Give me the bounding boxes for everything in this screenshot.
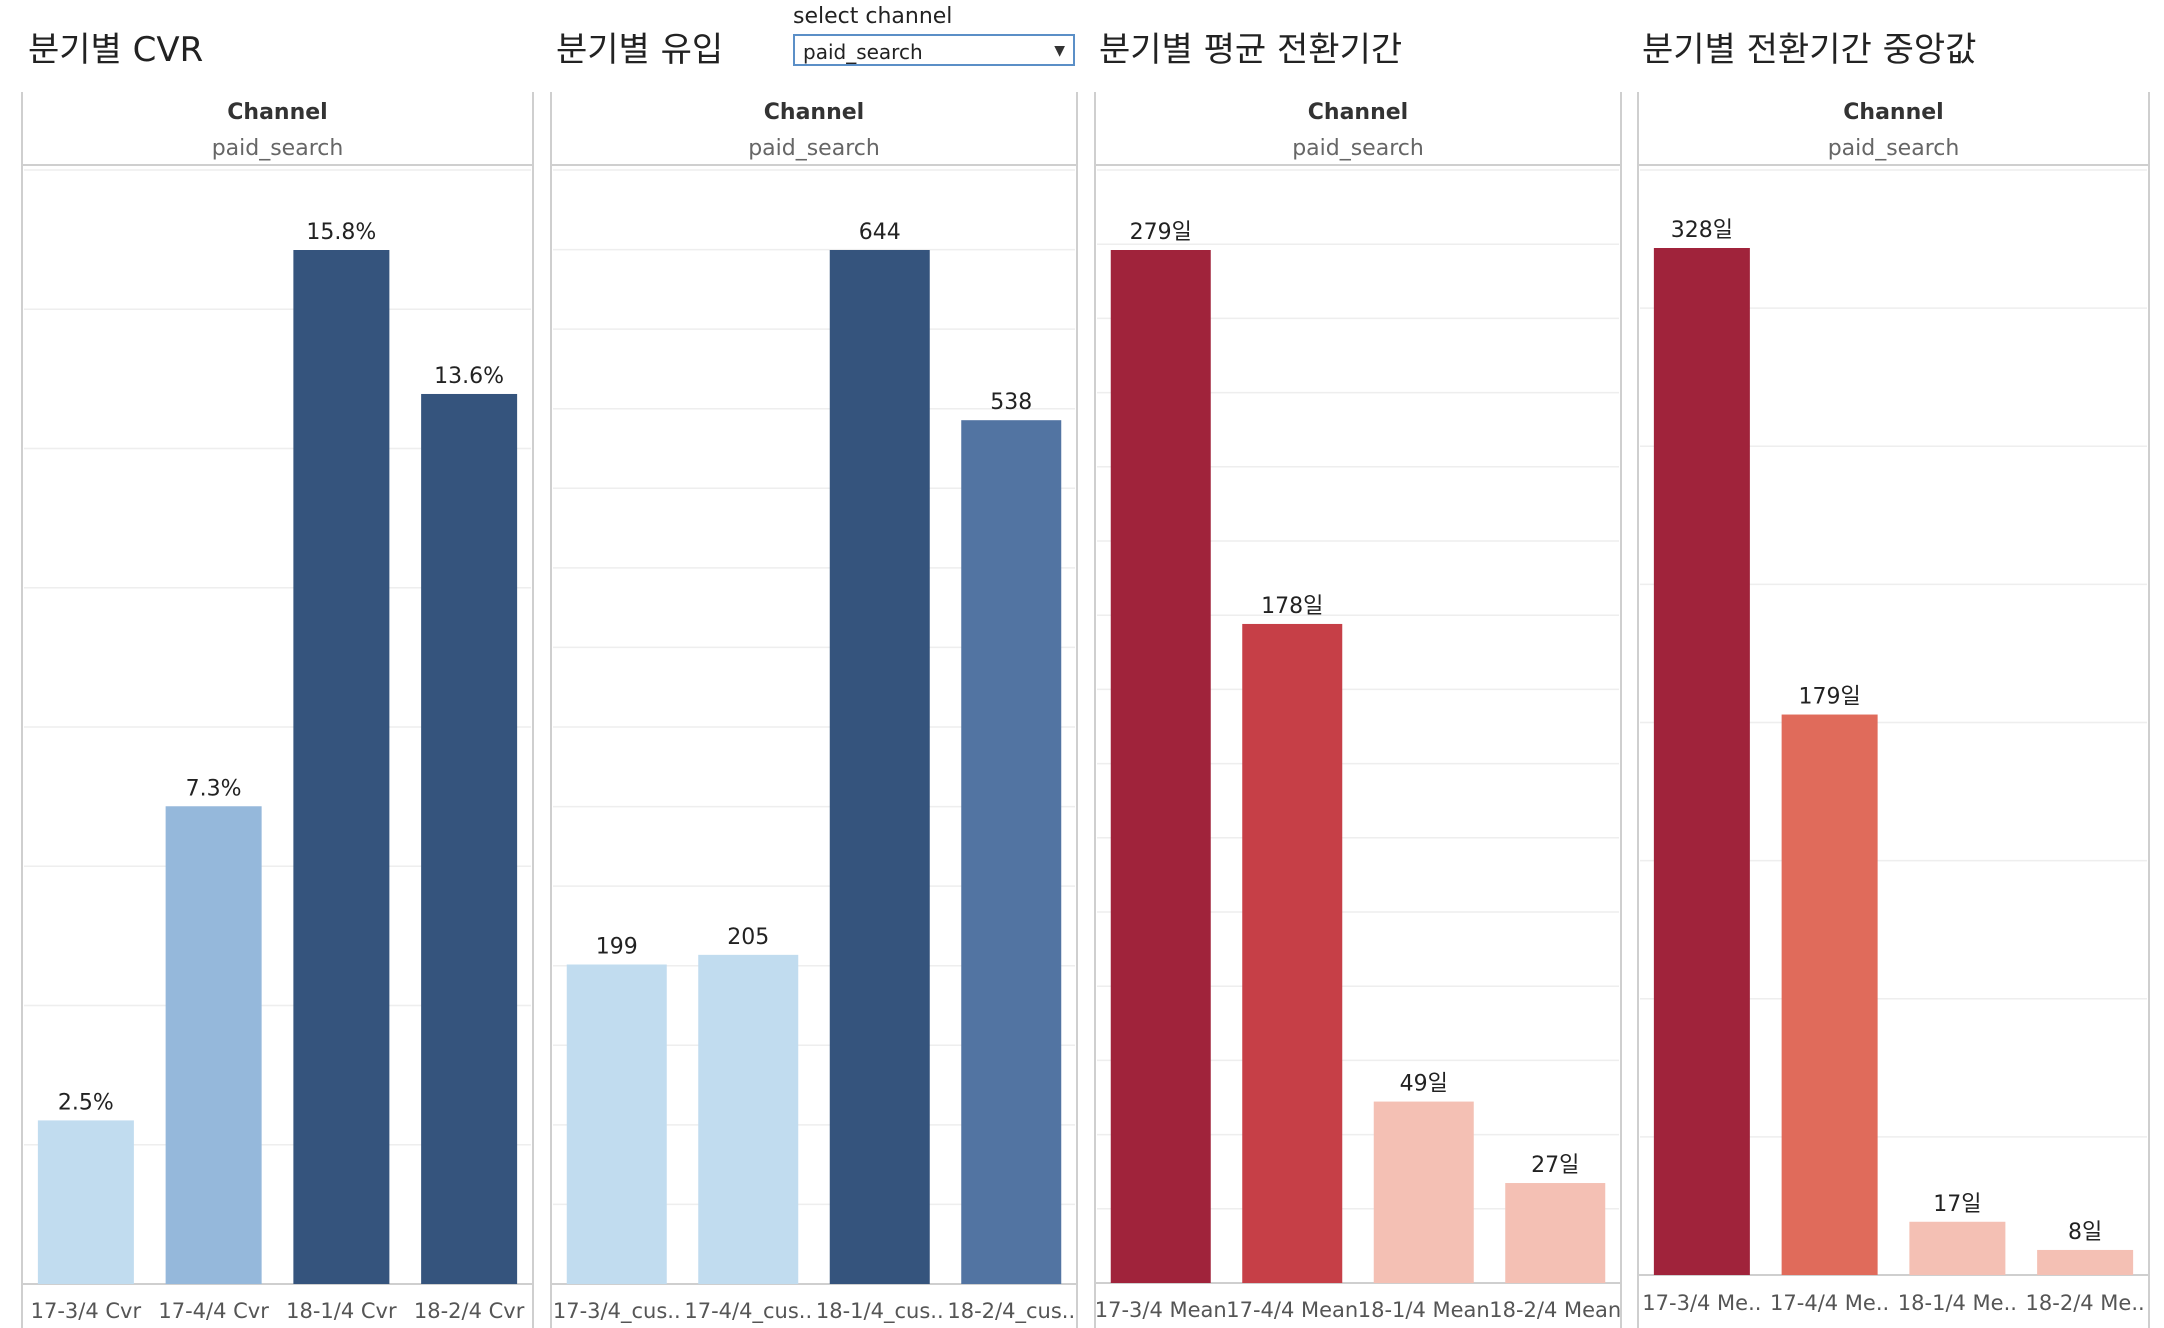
channel-header-label: Channel (1843, 100, 1943, 125)
data-label: 17일 (1933, 1192, 1981, 1217)
bar[interactable] (1242, 623, 1343, 1283)
bar[interactable] (829, 250, 930, 1284)
category-tick-label: 17-3/4 Cvr (31, 1299, 142, 1323)
bar[interactable] (566, 964, 667, 1284)
category-tick-label: 18-1/4_cus.. (816, 1299, 944, 1324)
category-tick-label: 18-2/4 Mean (1489, 1298, 1621, 1322)
bar-chart-2: Channel paid_search 279일 17-3/4 Mean 178일 17-… (1094, 92, 1622, 1328)
channel-header-value: paid_search (1828, 136, 1960, 161)
bar[interactable] (698, 954, 799, 1284)
bar-chart-0: Channel paid_search 2.5% 17-3/4 Cvr 7.3% 17-4… (21, 92, 534, 1328)
caret-down-icon[interactable]: ▼ (1054, 43, 1065, 59)
category-tick-label: 17-3/4 Me.. (1642, 1291, 1761, 1315)
data-label: 2.5% (58, 1090, 114, 1115)
bar-chart-3: Channel paid_search 328일 17-3/4 Me.. 179일 17-… (1637, 92, 2150, 1328)
data-label: 8일 (2068, 1220, 2102, 1245)
bar[interactable] (1653, 248, 1750, 1275)
category-tick-label: 18-1/4 Cvr (286, 1299, 397, 1323)
data-label: 279일 (1130, 220, 1192, 245)
category-tick-label: 17-4/4 Me.. (1770, 1291, 1889, 1315)
bar[interactable] (1373, 1101, 1474, 1283)
category-tick-label: 18-2/4 Cvr (414, 1299, 525, 1323)
data-label: 15.8% (306, 220, 376, 245)
data-label: 13.6% (434, 364, 504, 389)
category-tick-label: 18-1/4 Mean (1358, 1298, 1490, 1322)
channel-header-value: paid_search (748, 136, 880, 161)
data-label: 178일 (1261, 594, 1323, 619)
channel-filter-select[interactable]: paid_search ▼ (793, 34, 1075, 66)
data-label: 199 (596, 934, 638, 959)
data-label: 179일 (1799, 685, 1861, 710)
category-tick-label: 17-4/4_cus.. (684, 1299, 812, 1324)
category-tick-label: 17-3/4_cus.. (553, 1299, 681, 1324)
bar[interactable] (2037, 1249, 2134, 1275)
bar[interactable] (1909, 1221, 2006, 1275)
category-tick-label: 18-2/4 Me.. (2026, 1291, 2145, 1315)
bar[interactable] (1781, 714, 1878, 1275)
bar[interactable] (165, 806, 262, 1284)
channel-header-value: paid_search (212, 136, 344, 161)
channel-filter-label: select channel (793, 4, 953, 29)
chart-title-cvr: 분기별 CVR (28, 30, 204, 70)
category-tick-label: 17-3/4 Mean (1095, 1298, 1227, 1322)
category-tick-label: 17-4/4 Cvr (158, 1299, 269, 1323)
bar[interactable] (421, 393, 518, 1284)
category-tick-label: 17-4/4 Mean (1226, 1298, 1358, 1322)
chart-title-mean-conversion: 분기별 평균 전환기간 (1099, 30, 1403, 70)
channel-header-label: Channel (1308, 100, 1408, 125)
bar[interactable] (293, 250, 390, 1284)
data-label: 7.3% (186, 776, 242, 801)
data-label: 538 (990, 390, 1032, 415)
bar[interactable] (1505, 1183, 1606, 1283)
data-label: 328일 (1671, 218, 1733, 243)
channel-header-value: paid_search (1292, 136, 1424, 161)
data-label: 644 (859, 220, 901, 245)
bar[interactable] (1110, 250, 1211, 1283)
data-label: 49일 (1400, 1072, 1448, 1097)
bar[interactable] (37, 1120, 134, 1284)
category-tick-label: 18-2/4_cus.. (947, 1299, 1075, 1324)
channel-filter-value: paid_search (803, 40, 923, 64)
data-label: 27일 (1531, 1153, 1579, 1178)
bar-chart-1: Channel paid_search 199 17-3/4_cus.. 205 17-4… (550, 92, 1078, 1328)
category-tick-label: 18-1/4 Me.. (1898, 1291, 2017, 1315)
chart-title-median-conversion: 분기별 전환기간 중앙값 (1642, 30, 1977, 70)
channel-header-label: Channel (764, 100, 864, 125)
data-label: 205 (727, 925, 769, 950)
bar[interactable] (961, 420, 1062, 1285)
chart-title-inflow: 분기별 유입 (556, 30, 724, 70)
channel-header-label: Channel (227, 100, 327, 125)
